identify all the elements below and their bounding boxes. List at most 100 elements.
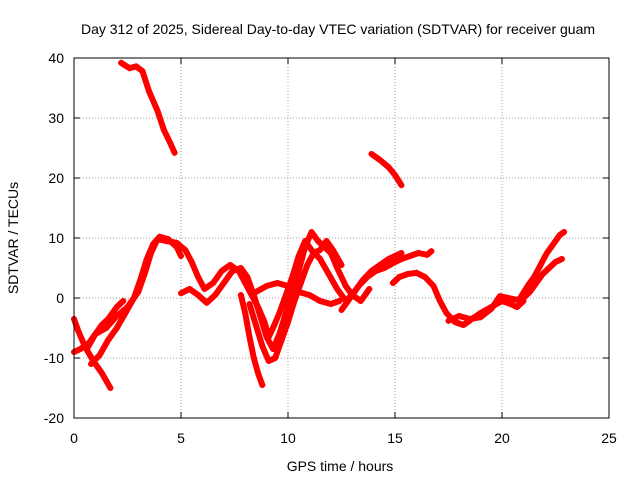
data-point	[263, 334, 270, 340]
x-tick-label: 20	[494, 430, 510, 446]
data-point	[389, 260, 396, 267]
data-point	[366, 286, 373, 292]
data-point	[338, 307, 345, 313]
data-point	[178, 290, 184, 297]
data-point	[334, 286, 341, 292]
data-point	[263, 283, 270, 289]
series-track-h	[237, 292, 266, 388]
data-point	[546, 265, 553, 271]
data-point	[336, 298, 343, 304]
data-point	[325, 271, 332, 277]
data-point	[150, 241, 157, 247]
data-point	[422, 274, 428, 280]
data-point	[543, 250, 550, 256]
data-point	[272, 355, 279, 361]
data-point	[372, 268, 379, 274]
data-point	[126, 65, 133, 72]
data-point	[218, 268, 225, 274]
data-point	[77, 346, 84, 352]
data-point	[407, 253, 413, 259]
data-point	[137, 277, 144, 283]
data-point	[154, 107, 161, 114]
data-point	[533, 280, 540, 286]
data-point	[210, 280, 217, 286]
data-point	[130, 295, 137, 301]
y-tick-label: 10	[48, 230, 64, 246]
data-point	[398, 256, 405, 262]
x-tick-label: 10	[280, 430, 296, 446]
series-trace	[88, 233, 184, 367]
data-point	[182, 247, 189, 253]
data-point	[295, 268, 302, 274]
data-point	[105, 337, 112, 343]
data-point	[83, 346, 90, 352]
data-point	[327, 301, 334, 307]
data-point	[265, 358, 272, 364]
data-point	[334, 265, 341, 271]
data-point	[355, 283, 362, 289]
data-point	[445, 317, 452, 324]
data-point	[323, 238, 330, 244]
series-track-n	[518, 229, 568, 300]
data-point	[466, 316, 473, 322]
data-point	[558, 256, 565, 262]
data-point	[259, 343, 266, 349]
data-point	[295, 289, 302, 295]
data-point	[113, 325, 120, 331]
data-point	[413, 269, 420, 276]
data-point	[186, 286, 193, 292]
data-point	[436, 298, 443, 304]
data-point	[315, 238, 321, 244]
data-point	[107, 385, 114, 391]
x-tick-label: 5	[177, 430, 185, 446]
series-track-k	[338, 248, 435, 313]
series-trace	[445, 256, 565, 324]
data-point	[259, 382, 266, 388]
data-point	[242, 310, 249, 316]
data-point	[257, 313, 264, 319]
data-point	[310, 250, 317, 256]
data-point	[317, 256, 324, 262]
data-point	[92, 331, 99, 337]
data-point	[276, 310, 283, 316]
y-tick-label: 40	[48, 50, 64, 66]
data-point	[156, 233, 163, 240]
data-point	[396, 274, 403, 280]
data-point	[556, 232, 563, 238]
data-point	[398, 250, 405, 256]
data-point	[195, 274, 202, 280]
y-tick-label: 20	[48, 170, 64, 186]
data-point	[443, 310, 450, 316]
series-trace	[118, 59, 178, 156]
x-tick-label: 15	[387, 430, 403, 446]
data-point	[385, 256, 392, 262]
x-tick-label: 0	[70, 430, 78, 446]
data-point	[306, 292, 313, 298]
data-point	[167, 140, 174, 147]
data-point	[252, 289, 259, 295]
data-point	[282, 292, 289, 298]
data-point	[212, 292, 219, 298]
data-point	[285, 319, 291, 325]
data-point	[88, 361, 95, 367]
data-point	[531, 274, 538, 280]
data-point	[203, 299, 210, 306]
data-point	[139, 68, 146, 75]
data-point	[507, 301, 514, 307]
data-point	[255, 370, 261, 376]
x-axis-title: GPS time / hours	[287, 458, 394, 474]
data-point	[477, 314, 484, 321]
data-point	[201, 286, 208, 292]
data-point	[430, 283, 437, 289]
series-layer	[71, 59, 568, 391]
data-point	[103, 325, 110, 331]
data-point	[113, 313, 120, 319]
data-point	[188, 259, 195, 265]
data-point	[460, 322, 467, 328]
data-point	[317, 247, 324, 253]
data-point	[539, 271, 546, 277]
data-point	[561, 229, 568, 235]
x-tick-label: 25	[601, 430, 617, 446]
data-point	[338, 262, 345, 268]
data-point	[357, 298, 364, 304]
